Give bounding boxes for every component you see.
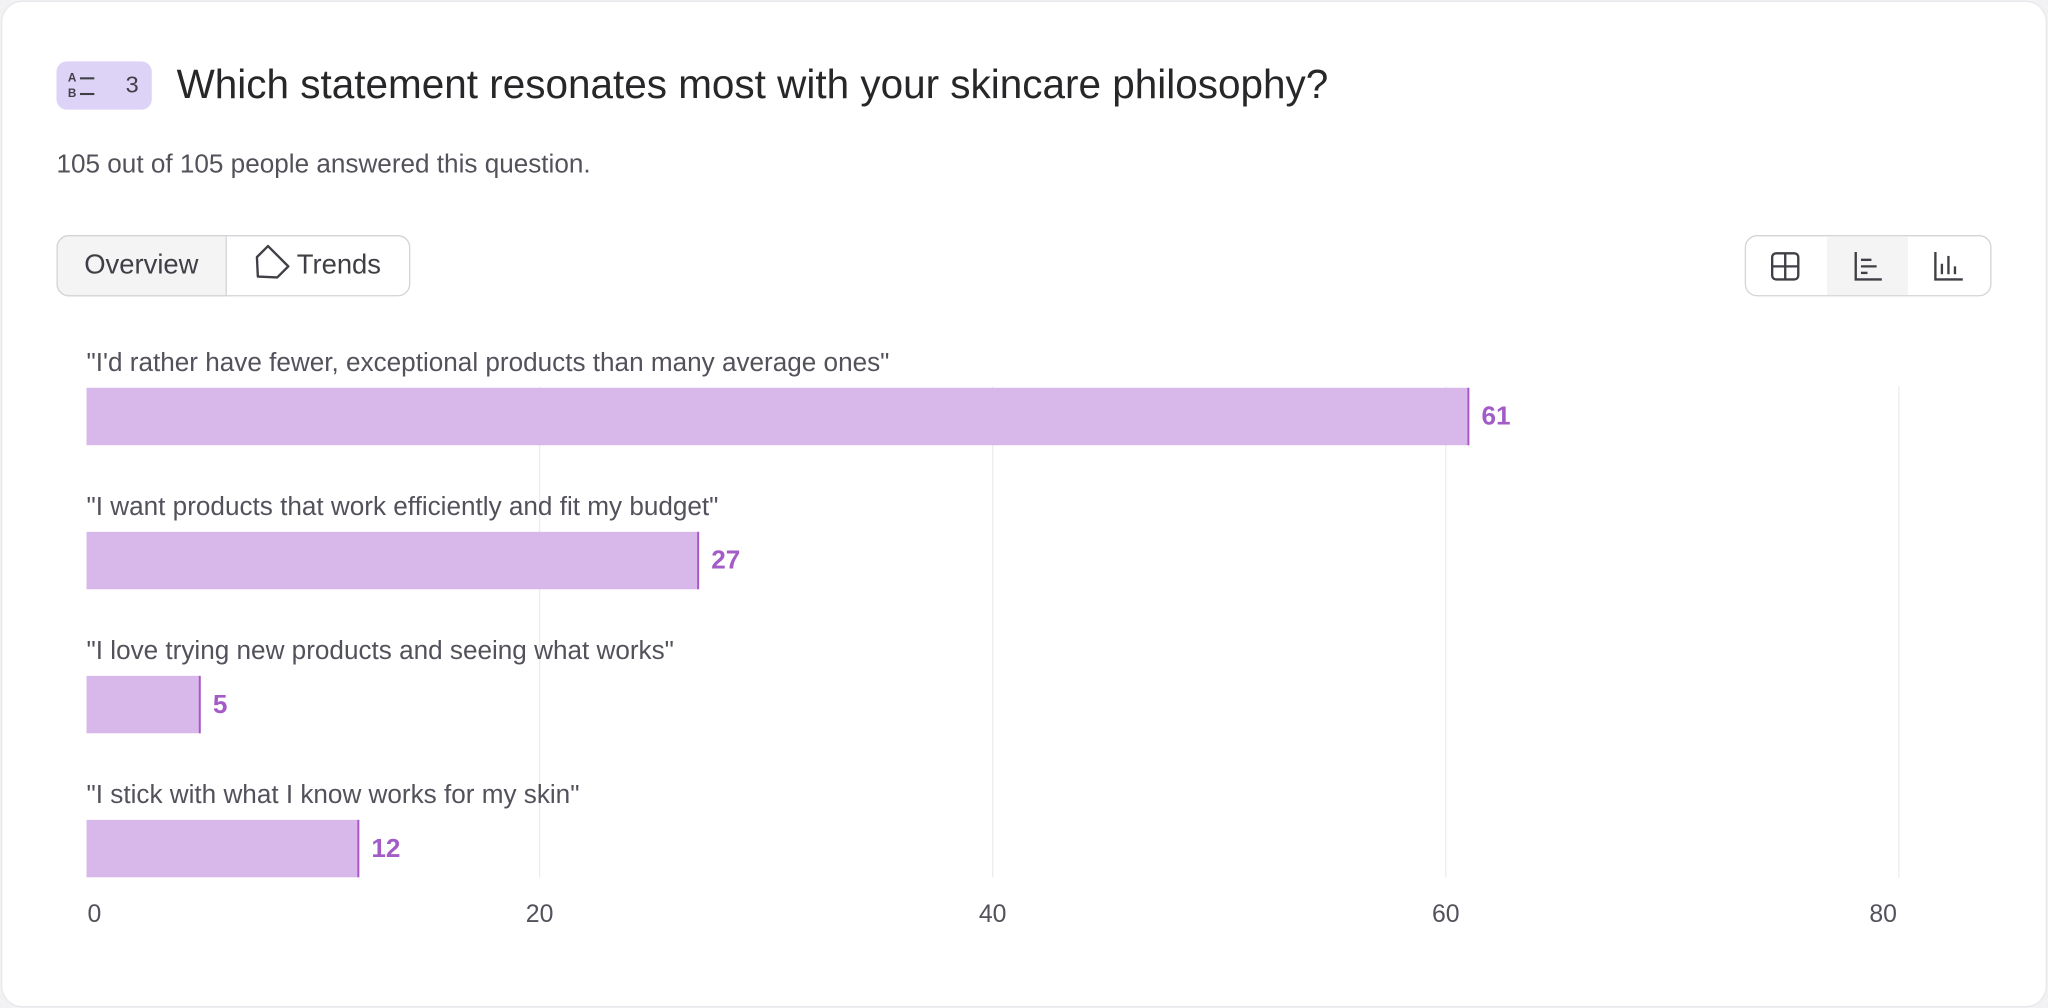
list-icon: A B — [68, 71, 95, 100]
bar — [86, 819, 359, 878]
svg-text:A: A — [68, 71, 77, 84]
value-label: 27 — [711, 545, 740, 575]
answer-count: 105 out of 105 people answered this ques… — [56, 149, 590, 179]
table-view-button[interactable] — [1770, 252, 1800, 281]
bar — [86, 675, 200, 734]
category-label: "I want products that work efficiently a… — [87, 491, 719, 521]
x-tick-label: 0 — [87, 901, 101, 928]
category-label: "I'd rather have fewer, exceptional prod… — [87, 347, 890, 377]
tag-icon — [255, 244, 290, 279]
bar — [86, 531, 699, 590]
badge-number: 3 — [126, 71, 139, 97]
question-badge — [56, 61, 152, 110]
x-tick-label: 60 — [1432, 901, 1460, 928]
tab-overview[interactable]: Overview — [84, 249, 198, 280]
question-title: Which statement resonates most with your… — [177, 61, 1329, 107]
value-label: 12 — [371, 833, 400, 863]
vbar-view-button[interactable] — [1934, 252, 1963, 281]
plot: 0 20 40 60 80 "I'd rather have fewer, excepti… — [86, 347, 1900, 928]
tab-trends[interactable]: Trends — [297, 249, 381, 280]
x-tick-label: 40 — [979, 901, 1007, 928]
hbar-view-button[interactable] — [1854, 252, 1882, 281]
x-tick-label: 80 — [1869, 901, 1897, 928]
category-label: "I stick with what I know works for my s… — [87, 779, 580, 809]
category-label: "I love trying new products and seeing w… — [87, 635, 674, 665]
bar — [86, 387, 1469, 446]
value-label: 5 — [213, 689, 228, 719]
value-label: 61 — [1481, 401, 1510, 431]
x-tick-label: 20 — [526, 901, 554, 928]
tab-selected-bg — [56, 235, 227, 297]
svg-text:B: B — [68, 87, 77, 100]
